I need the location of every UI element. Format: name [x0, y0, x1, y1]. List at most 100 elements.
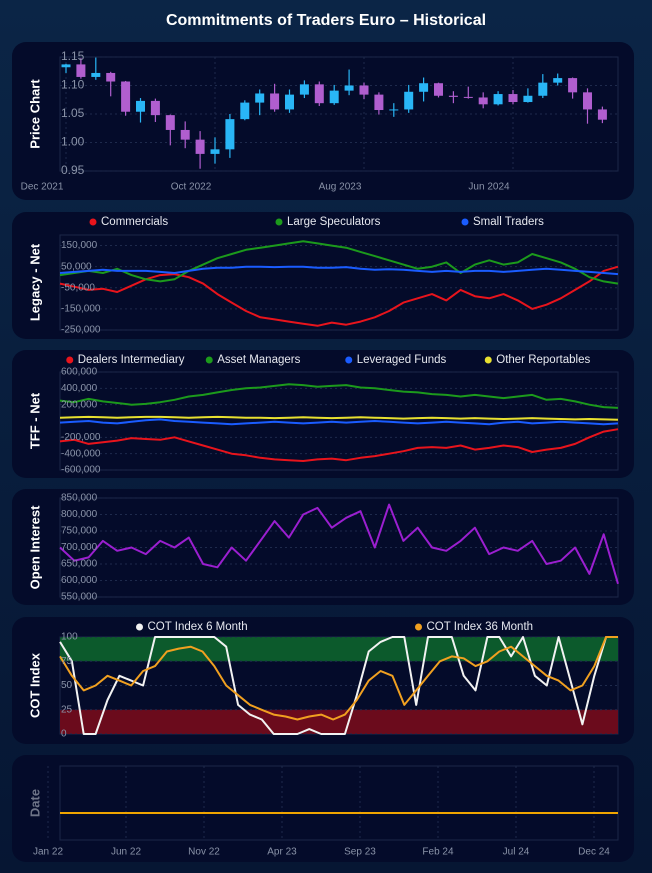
- series-line: [59, 265, 619, 327]
- y-tick-label: 100: [61, 632, 78, 643]
- y-tick-label: 1.00: [61, 135, 85, 149]
- x-tick-label: Jun 22: [111, 847, 141, 858]
- candle-body: [478, 97, 488, 105]
- candle-body: [136, 100, 145, 112]
- candle-body: [270, 93, 280, 110]
- legend-swatch: [205, 356, 213, 364]
- legend-label: COT Index 6 Month: [148, 621, 248, 633]
- y-axis-label: Price Chart: [27, 79, 42, 149]
- candle-body: [150, 100, 160, 116]
- x-tick-label: Jul 24: [503, 847, 530, 858]
- x-tick-label: Dec 24: [578, 847, 610, 858]
- y-tick-label: 600,000: [61, 367, 98, 378]
- legend-swatch: [461, 218, 469, 226]
- legend-label: Other Reportables: [496, 354, 590, 366]
- candle-body: [493, 94, 503, 105]
- legend-swatch: [136, 623, 143, 631]
- y-tick-label: -250,000: [61, 325, 101, 336]
- y-tick-label: 50,000: [61, 261, 92, 272]
- legend-label: COT Index 36 Month: [427, 621, 534, 633]
- candle-body: [61, 64, 71, 68]
- candle-body: [448, 95, 458, 97]
- y-tick-label: -400,000: [61, 448, 101, 459]
- candle-body: [463, 96, 473, 98]
- y-axis-label: Date: [27, 789, 42, 817]
- y-tick-label: 750,000: [61, 526, 98, 537]
- panel: [12, 212, 634, 339]
- plot-area: [59, 234, 619, 331]
- panel: [12, 489, 634, 605]
- candle-body: [374, 94, 384, 111]
- candle-body: [180, 129, 190, 140]
- y-tick-label: 800,000: [61, 509, 98, 520]
- legend-label: Dealers Intermediary: [78, 354, 185, 366]
- plot-area: [59, 765, 619, 841]
- series-line: [59, 383, 619, 409]
- y-tick-label: -50,000: [61, 282, 95, 293]
- y-tick-label: 1.10: [61, 78, 85, 92]
- candle-body: [91, 72, 101, 77]
- y-axis-label: Legacy - Net: [27, 243, 42, 321]
- candle-body: [285, 94, 294, 110]
- candle-body: [165, 115, 175, 130]
- y-tick-label: -200,000: [61, 432, 101, 443]
- candle-body: [434, 83, 443, 96]
- x-tick-label: Nov 22: [188, 847, 220, 858]
- y-tick-label: 0: [61, 729, 67, 740]
- y-tick-label: 200,000: [61, 399, 98, 410]
- candle-body: [508, 94, 518, 103]
- legend-swatch: [275, 218, 283, 226]
- candle-body: [106, 72, 116, 82]
- y-tick-label: 1.15: [61, 49, 85, 63]
- y-tick-label: 400,000: [61, 383, 98, 394]
- panel: [12, 755, 634, 862]
- x-tick-label: Feb 24: [422, 847, 454, 858]
- page-title: Commitments of Traders Euro – Historical: [166, 12, 486, 29]
- y-tick-label: -600,000: [61, 465, 101, 476]
- series-line: [59, 503, 619, 585]
- y-tick-label: 25: [61, 704, 73, 715]
- zone: [60, 637, 618, 662]
- legend-swatch: [66, 356, 74, 364]
- legend-label: Small Traders: [473, 216, 544, 228]
- y-tick-label: 700,000: [61, 542, 98, 553]
- series-line: [59, 265, 619, 276]
- panel: [12, 350, 634, 478]
- y-axis-label: Open Interest: [27, 505, 42, 589]
- zone: [60, 709, 618, 734]
- candle-body: [523, 95, 533, 103]
- y-tick-label: 1.05: [61, 106, 85, 120]
- x-tick-label: Sep 23: [344, 847, 376, 858]
- y-tick-label: 0.95: [61, 163, 85, 177]
- y-tick-label: -150,000: [61, 304, 101, 315]
- candle-body: [225, 119, 235, 150]
- x-tick-label: Oct 2022: [171, 182, 212, 193]
- y-tick-label: 150,000: [61, 240, 98, 251]
- legend-label: Leveraged Funds: [357, 354, 447, 366]
- y-tick-label: 550,000: [61, 592, 98, 603]
- panel: [12, 42, 634, 200]
- candle-body: [568, 78, 578, 93]
- candle-body: [404, 91, 414, 110]
- legend-label: Asset Managers: [217, 354, 300, 366]
- candle-body: [329, 90, 339, 104]
- candle-body: [76, 64, 86, 77]
- y-tick-label: 650,000: [61, 559, 98, 570]
- y-tick-label: 50: [61, 680, 73, 691]
- candle-body: [210, 149, 220, 154]
- y-tick-label: 850,000: [61, 493, 98, 504]
- candle-body: [389, 109, 399, 111]
- candle-body: [538, 82, 548, 96]
- x-tick-label: Aug 2023: [319, 182, 362, 193]
- legend-swatch: [415, 623, 422, 631]
- series-line: [59, 415, 619, 421]
- series-line: [59, 240, 619, 285]
- candle-body: [314, 84, 324, 104]
- series-line: [59, 428, 619, 462]
- plot-area: [59, 371, 619, 471]
- series-line: [59, 418, 619, 426]
- candle-body: [240, 102, 250, 120]
- x-tick-label: Jan 22: [33, 847, 63, 858]
- legend-label: Commercials: [101, 216, 168, 228]
